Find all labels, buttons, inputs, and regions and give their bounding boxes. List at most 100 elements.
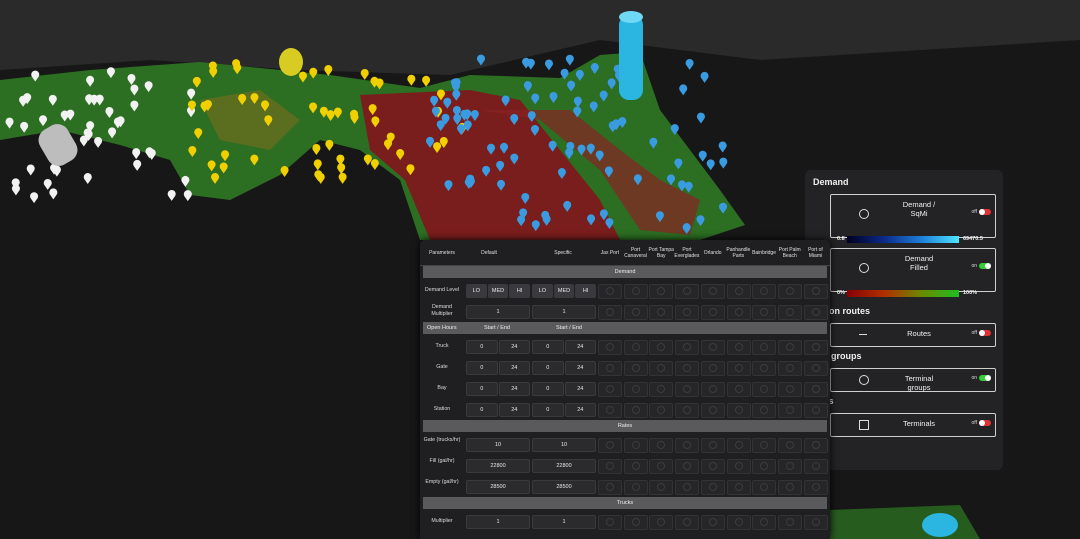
input-cell[interactable]: 1 xyxy=(466,305,530,319)
port-cell[interactable] xyxy=(752,459,777,474)
input-cell[interactable]: 28500 xyxy=(532,480,596,494)
map-pin[interactable] xyxy=(700,71,709,83)
map-pin[interactable] xyxy=(566,141,575,153)
map-pin[interactable] xyxy=(430,95,439,107)
map-pin[interactable] xyxy=(587,214,596,226)
map-pin[interactable] xyxy=(219,162,228,174)
map-pin[interactable] xyxy=(605,218,614,230)
map-pin[interactable] xyxy=(526,58,535,70)
map-pin[interactable] xyxy=(604,166,613,178)
map-pin[interactable] xyxy=(43,178,52,190)
map-pin[interactable] xyxy=(443,97,452,109)
port-cell[interactable] xyxy=(803,305,828,320)
map-pin[interactable] xyxy=(453,114,462,125)
input-cell[interactable]: 10 xyxy=(532,438,596,452)
input-cell[interactable]: 0 xyxy=(532,340,564,354)
map-pin[interactable] xyxy=(517,215,526,227)
port-cell[interactable] xyxy=(623,480,648,495)
layer-toggle[interactable]: on xyxy=(971,263,991,269)
input-cell[interactable]: 0 xyxy=(532,382,564,396)
port-cell[interactable] xyxy=(726,361,751,376)
map-pin[interactable] xyxy=(549,92,558,103)
map-pin[interactable] xyxy=(194,128,203,140)
port-cell[interactable] xyxy=(649,340,674,355)
input-cell[interactable]: 1 xyxy=(532,305,596,319)
port-cell[interactable] xyxy=(803,340,828,355)
map-pin[interactable] xyxy=(406,164,415,176)
port-cell[interactable] xyxy=(700,480,725,495)
map-pin[interactable] xyxy=(531,220,540,232)
map-pin[interactable] xyxy=(200,101,209,113)
port-cell[interactable] xyxy=(777,340,802,355)
input-cell[interactable]: 0 xyxy=(532,403,564,417)
map-pin[interactable] xyxy=(313,159,322,171)
map-pin[interactable] xyxy=(541,210,550,222)
map-pin[interactable] xyxy=(192,76,201,88)
map-pin[interactable] xyxy=(501,95,510,107)
port-cell[interactable] xyxy=(803,515,828,530)
map-pin[interactable] xyxy=(183,190,192,202)
input-cell[interactable]: 24 xyxy=(498,361,530,375)
map-pin[interactable] xyxy=(527,111,536,123)
port-cell[interactable] xyxy=(623,438,648,453)
port-cell[interactable] xyxy=(726,340,751,355)
port-cell[interactable] xyxy=(598,340,622,355)
port-cell[interactable] xyxy=(700,403,725,418)
map-pin[interactable] xyxy=(207,160,216,172)
map-pin[interactable] xyxy=(719,202,728,214)
map-pin[interactable] xyxy=(436,120,445,132)
map-pin[interactable] xyxy=(50,163,59,175)
port-cell[interactable] xyxy=(675,382,700,397)
port-cell[interactable] xyxy=(803,403,828,418)
map-pin[interactable] xyxy=(144,81,153,93)
map-pin[interactable] xyxy=(105,107,114,118)
map-pin[interactable] xyxy=(466,174,475,186)
map-pin[interactable] xyxy=(649,137,658,149)
input-cell[interactable]: 10 xyxy=(466,438,530,452)
map-pin[interactable] xyxy=(519,208,528,220)
port-cell[interactable] xyxy=(726,438,751,453)
map-pin[interactable] xyxy=(375,78,384,90)
port-cell[interactable] xyxy=(675,515,700,530)
map-pin[interactable] xyxy=(476,54,485,66)
level-button[interactable]: LO xyxy=(466,284,487,298)
map-pin[interactable] xyxy=(188,146,197,157)
port-cell[interactable] xyxy=(649,515,674,530)
input-cell[interactable]: 24 xyxy=(498,403,530,417)
port-cell[interactable] xyxy=(623,361,648,376)
map-pin[interactable] xyxy=(563,200,572,212)
map-pin[interactable] xyxy=(544,59,553,71)
port-cell[interactable] xyxy=(803,284,828,299)
map-pin[interactable] xyxy=(319,106,328,118)
level-button[interactable]: LO xyxy=(532,284,553,298)
map-pin[interactable] xyxy=(523,81,532,93)
port-cell[interactable] xyxy=(598,515,622,530)
port-cell[interactable] xyxy=(675,340,700,355)
map-pin[interactable] xyxy=(677,180,686,192)
map-pin[interactable] xyxy=(450,78,459,90)
port-cell[interactable] xyxy=(649,382,674,397)
map-pin[interactable] xyxy=(496,160,505,172)
input-cell[interactable]: 1 xyxy=(466,515,530,529)
map-pin[interactable] xyxy=(60,110,69,122)
map-pin[interactable] xyxy=(108,127,117,139)
map-pin[interactable] xyxy=(250,93,259,105)
map-pin[interactable] xyxy=(386,132,395,144)
port-cell[interactable] xyxy=(623,459,648,474)
map-pin[interactable] xyxy=(719,157,728,169)
port-cell[interactable] xyxy=(777,515,802,530)
map-pin[interactable] xyxy=(31,70,40,82)
port-cell[interactable] xyxy=(623,382,648,397)
map-pin[interactable] xyxy=(482,165,491,177)
port-cell[interactable] xyxy=(752,438,777,453)
map-pin[interactable] xyxy=(560,68,569,80)
port-cell[interactable] xyxy=(777,438,802,453)
port-cell[interactable] xyxy=(752,340,777,355)
map-pin[interactable] xyxy=(280,166,289,177)
port-cell[interactable] xyxy=(623,515,648,530)
map-pin[interactable] xyxy=(86,121,95,133)
port-cell[interactable] xyxy=(675,438,700,453)
map-pin[interactable] xyxy=(431,106,440,118)
map-pin[interactable] xyxy=(670,124,679,136)
map-pin[interactable] xyxy=(316,172,325,184)
